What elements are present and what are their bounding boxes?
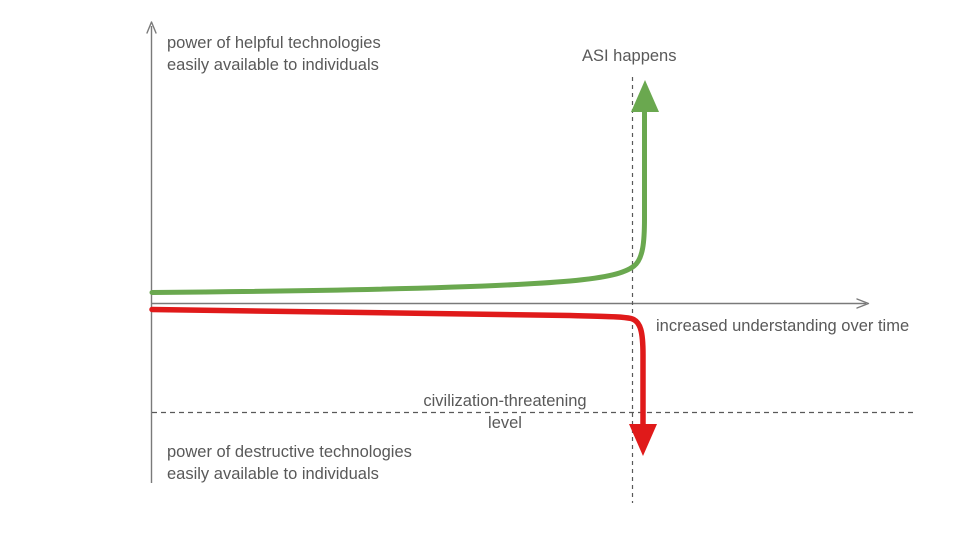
asi-happens-label: ASI happens — [582, 47, 677, 65]
destructive-curve — [149, 306, 646, 431]
x-axis-arrow-icon — [856, 298, 870, 309]
civilization-threatening-level-label: civilization-threatening level — [423, 392, 587, 432]
helpful-curve — [149, 103, 647, 295]
destructive-axis-label: power of destructive technologies easily… — [167, 443, 412, 483]
y-axis-arrow-icon — [146, 21, 157, 34]
x-axis-label: increased understanding over time — [656, 317, 910, 335]
destructive-curve-down-arrow-icon — [629, 424, 657, 456]
helpful-axis-label: power of helpful technologies easily ava… — [167, 34, 381, 74]
helpful-curve-up-arrow-icon — [631, 80, 659, 112]
